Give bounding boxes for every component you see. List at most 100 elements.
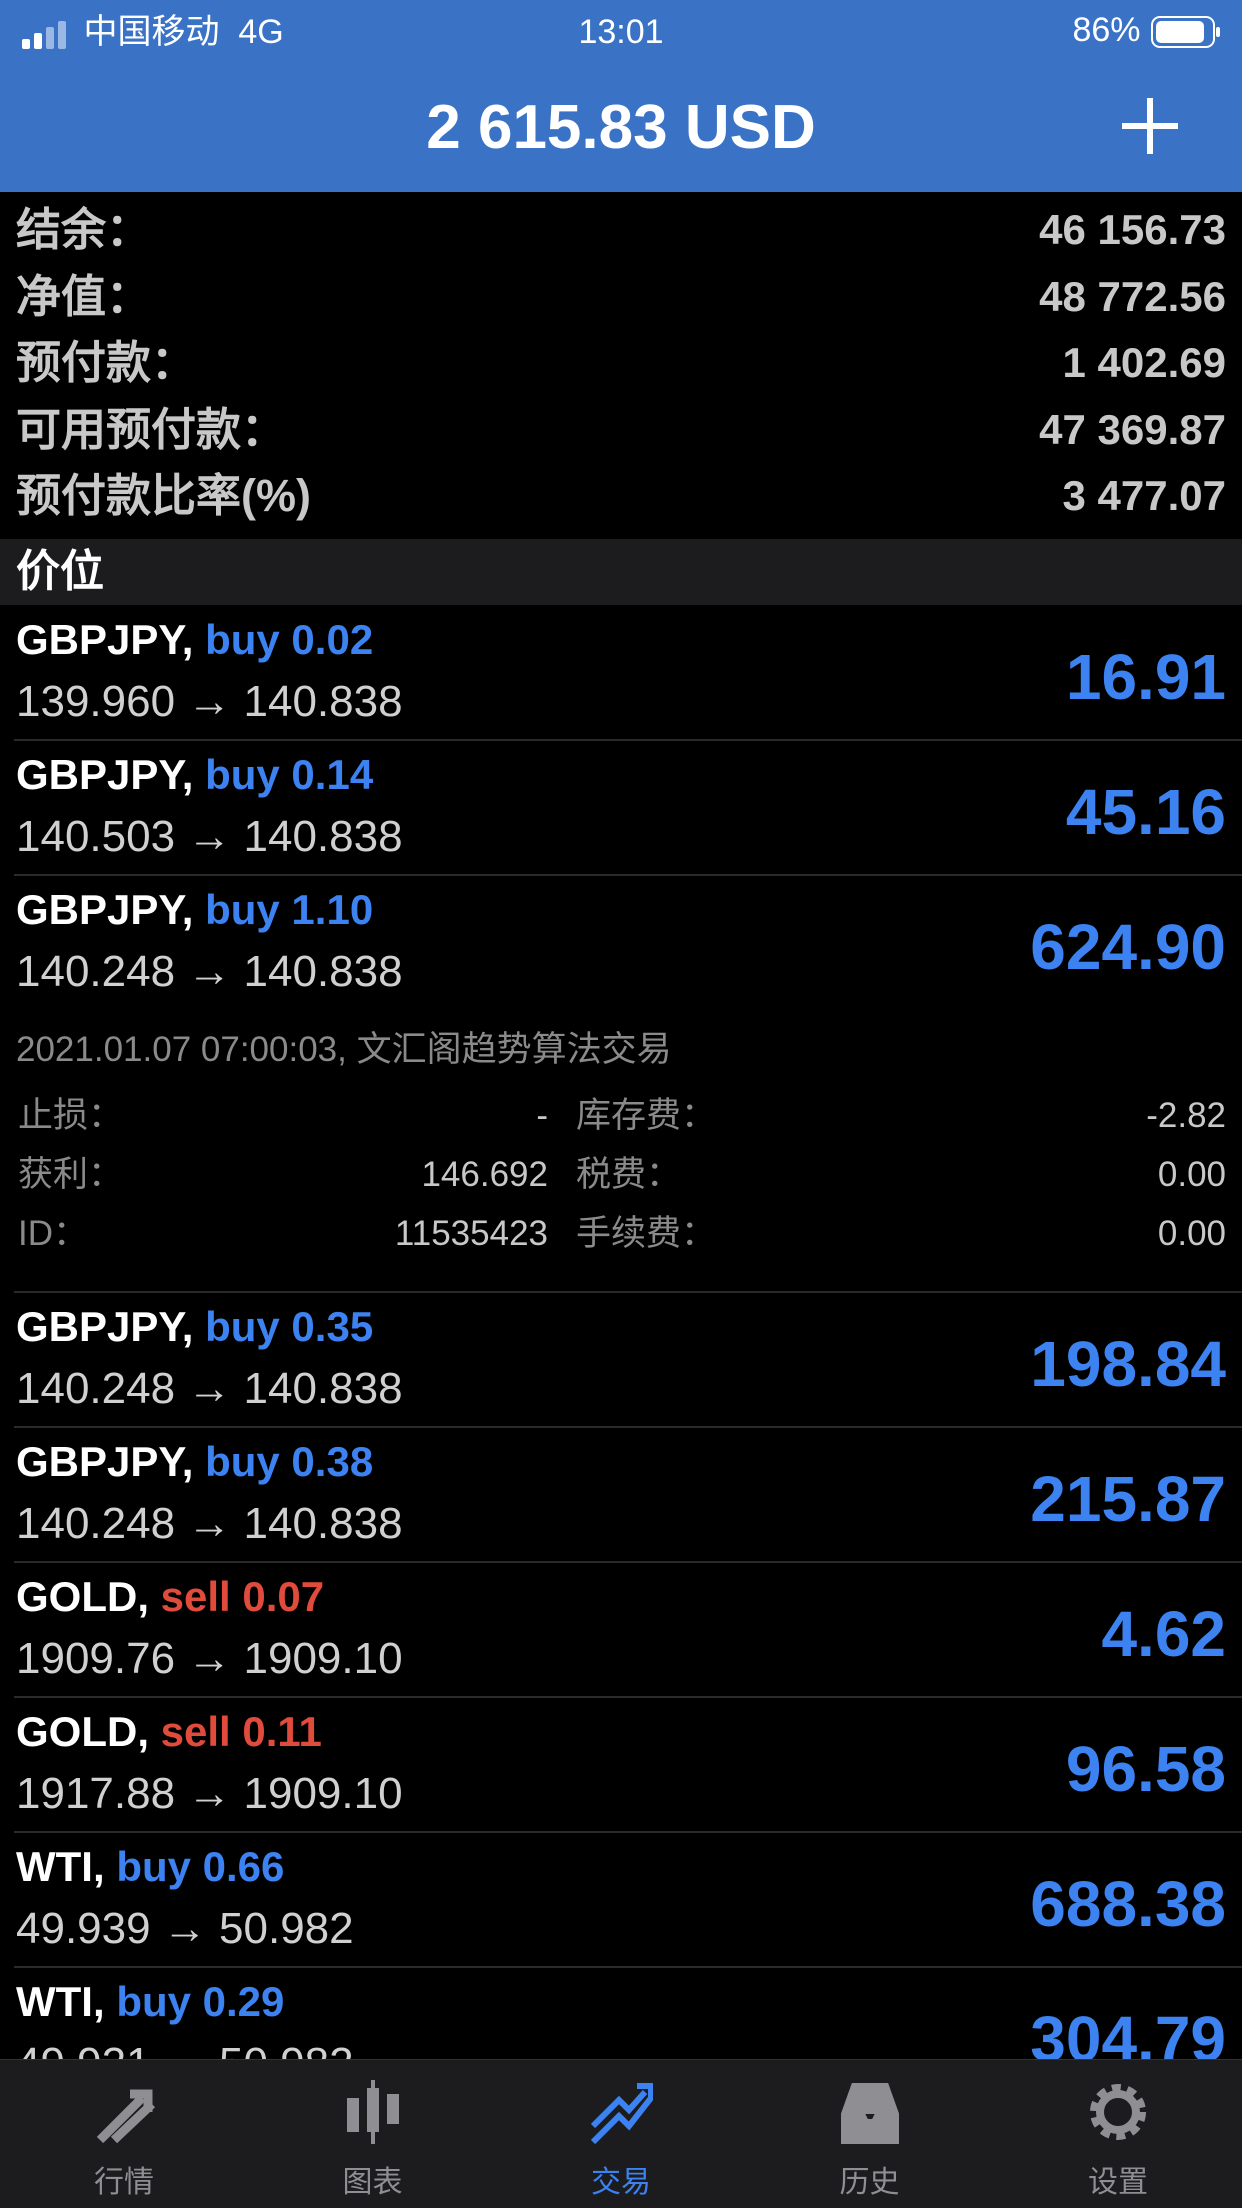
position-row[interactable]: WTI, buy 0.29 49.921 → 50.982 304.79 (0, 1967, 1242, 2060)
price-change: 140.503 → 140.838 (16, 812, 403, 861)
open-time: 2021.01.07 07:00:03, 文汇阁趋势算法交易 (16, 1030, 672, 1069)
detail-value: - (536, 1096, 548, 1135)
detail-value: 146.692 (421, 1155, 548, 1194)
detail-label: 税费： (576, 1155, 682, 1194)
symbol: GOLD, (16, 1573, 149, 1620)
tab-label: 交易 (591, 2166, 651, 2199)
summary-value: 3 477.07 (1062, 472, 1227, 519)
order-side: buy 0.14 (205, 751, 374, 798)
row-separator (14, 874, 1242, 876)
order-side: buy 1.10 (205, 886, 374, 933)
summary-label: 预付款： (16, 337, 197, 388)
tab[interactable]: 交易 (541, 2060, 701, 2208)
symbol: WTI, (16, 1843, 105, 1890)
detail-label: ID： (18, 1214, 89, 1253)
detail-value: 0.00 (1157, 1155, 1226, 1194)
price-change: 140.248 → 140.838 (16, 1364, 403, 1413)
price-change: 140.248 → 140.838 (16, 1499, 403, 1548)
symbol: GBPJPY, (16, 751, 194, 798)
signal-icon (22, 21, 66, 50)
detail-label: 手续费： (576, 1214, 717, 1253)
tab-label: 历史 (839, 2166, 900, 2199)
profit: 688.38 (1030, 1868, 1226, 1940)
profit: 304.79 (1030, 2003, 1226, 2059)
carrier: 中国移动 4G (20, 13, 284, 51)
price-change: 139.960 → 140.838 (16, 677, 403, 726)
tab[interactable]: 行情 (44, 2060, 204, 2208)
tab-label: 行情 (94, 2166, 154, 2199)
position-row[interactable]: GOLD, sell 0.07 1909.76 → 1909.10 4.62 (0, 1562, 1242, 1697)
header: 中国移动 4G 13:01 86% 2 615.83 USD (0, 0, 1242, 192)
order-side: buy 0.29 (116, 1978, 285, 2025)
clock: 13:01 (578, 13, 664, 51)
order-side: buy 0.35 (205, 1303, 374, 1350)
summary-value: 48 772.56 (1039, 272, 1226, 320)
symbol: WTI, (16, 1978, 105, 2025)
tab-icon (840, 2083, 899, 2144)
position-row[interactable]: GBPJPY, buy 0.38 140.248 → 140.838 215.87 (0, 1427, 1242, 1562)
profit: 16.91 (1065, 641, 1226, 713)
symbol: GBPJPY, (16, 1438, 194, 1485)
position-row[interactable]: GBPJPY, buy 1.10 140.248 → 140.838 624.90 2… (0, 875, 1242, 1292)
summary-label: 可用预付款： (16, 403, 287, 455)
symbol-line: GBPJPY, buy 0.38 (16, 1441, 373, 1483)
order-side: buy 0.66 (116, 1843, 285, 1890)
tab-icon (346, 2080, 399, 2144)
row-separator (14, 1696, 1242, 1698)
price-change: 49.921 → 50.982 (16, 2042, 354, 2060)
order-side: sell 0.07 (160, 1573, 325, 1620)
symbol: GBPJPY, (16, 1303, 194, 1350)
symbol-line: WTI, buy 0.66 (16, 1846, 284, 1888)
symbol-line: WTI, buy 0.29 (16, 1981, 284, 2023)
profit: 96.58 (1065, 1733, 1226, 1805)
profit: 624.90 (1030, 911, 1226, 983)
row-separator (14, 739, 1242, 741)
tab[interactable]: 设置 (1038, 2060, 1198, 2208)
symbol-line: GBPJPY, buy 0.14 (16, 754, 373, 796)
detail-label: 库存费： (576, 1096, 717, 1135)
summary-value: 47 369.87 (1039, 405, 1226, 453)
detail-value: 0.00 (1157, 1214, 1226, 1253)
tab-label: 图表 (342, 2166, 403, 2199)
summary-label: 预付款比率(%) (16, 470, 311, 521)
tab-icon (590, 2083, 653, 2144)
row-separator (14, 1426, 1242, 1428)
position-row[interactable]: GBPJPY, buy 0.02 139.960 → 140.838 16.91 (0, 605, 1242, 740)
status-right: 86% (1072, 13, 1222, 50)
price-change: 1909.76 → 1909.10 (16, 1634, 403, 1683)
row-separator (14, 1966, 1242, 1968)
row-separator (14, 1831, 1242, 1833)
add-button[interactable] (1120, 96, 1180, 156)
tab-icon (1090, 2084, 1146, 2140)
detail-label: 获利： (18, 1155, 124, 1194)
position-row[interactable]: WTI, buy 0.66 49.939 → 50.982 688.38 (0, 1832, 1242, 1967)
profit: 4.62 (1101, 1598, 1226, 1670)
price-change: 1917.88 → 1909.10 (16, 1769, 403, 1818)
battery-icon (1151, 16, 1220, 49)
price-change: 140.248 → 140.838 (16, 947, 403, 996)
symbol-line: GBPJPY, buy 0.35 (16, 1306, 373, 1348)
summary-label: 结余： (16, 204, 152, 255)
profit: 198.84 (1030, 1328, 1226, 1400)
tab[interactable]: 历史 (790, 2060, 950, 2208)
order-side: sell 0.11 (160, 1708, 322, 1755)
battery-level: 86% (1072, 11, 1141, 49)
symbol: GOLD, (16, 1708, 149, 1755)
symbol-line: GOLD, sell 0.11 (16, 1711, 322, 1753)
profit: 215.87 (1030, 1463, 1226, 1535)
position-row[interactable]: GBPJPY, buy 0.35 140.248 → 140.838 198.84 (0, 1292, 1242, 1427)
carrier-name: 中国移动 (83, 13, 220, 51)
position-row[interactable]: GBPJPY, buy 0.14 140.503 → 140.838 45.16 (0, 740, 1242, 875)
network: 4G (238, 13, 284, 51)
section-header: 价位 (0, 539, 1242, 605)
content: 结余： 46 156.73 净值： 48 772.56 预付款： 1 402.69 可用预付… (0, 192, 1242, 2059)
detail-value: -2.82 (1146, 1096, 1226, 1135)
profit: 45.16 (1065, 776, 1226, 848)
tab-icon (96, 2089, 156, 2144)
detail-value: 11535423 (394, 1214, 548, 1253)
summary-label: 净值： (16, 270, 152, 322)
tab[interactable]: 图表 (293, 2060, 453, 2208)
section-title: 价位 (16, 547, 104, 596)
order-side: buy 0.02 (205, 616, 374, 663)
position-row[interactable]: GOLD, sell 0.11 1917.88 → 1909.10 96.58 (0, 1697, 1242, 1832)
